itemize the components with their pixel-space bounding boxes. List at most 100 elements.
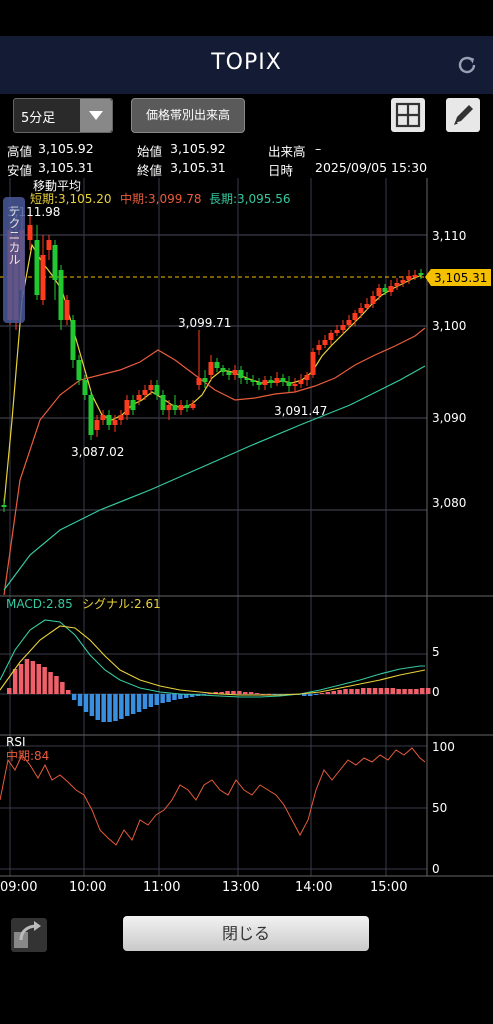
rsi-legend: 中期:84 [6, 748, 49, 763]
macd-histogram-bar [396, 689, 401, 694]
macd-line [0, 619, 425, 698]
candlesticks [1, 215, 424, 512]
macd-histogram-bar [189, 694, 195, 697]
macd-histogram-bar [107, 694, 112, 722]
candle-body [262, 380, 268, 385]
technical-tab-label: テクニカル [7, 205, 21, 265]
candle-body [400, 280, 406, 283]
macd-histogram-bar [178, 694, 183, 699]
candle-body [274, 378, 280, 383]
rsi-tick: 100 [432, 740, 455, 754]
technical-side-tab[interactable]: テクニカル [3, 197, 25, 323]
macd-histogram-bar [66, 690, 71, 694]
macd-histogram-bar [355, 689, 360, 694]
return-arrow-icon [14, 921, 41, 948]
candle-body [160, 395, 166, 410]
macd-histogram-bar [366, 688, 372, 694]
datetime-value: 2025/09/05 15:30 [315, 160, 428, 175]
high-label: 高値 [7, 144, 33, 159]
ma-long-line [3, 365, 426, 591]
time-tick: 15:00 [370, 880, 407, 895]
macd-histogram-bar [414, 689, 419, 694]
macd-histogram-bar [77, 694, 83, 706]
candle-body [406, 276, 412, 280]
candle-body [370, 296, 376, 304]
candle-body [388, 286, 394, 292]
macd-histogram-bar [83, 694, 89, 712]
low-label: 安値 [7, 163, 33, 178]
high-value: 3,105.92 [38, 141, 94, 156]
candle-body [244, 378, 250, 380]
interval-select[interactable]: 5分足 [13, 98, 113, 133]
candle-body [328, 333, 334, 340]
macd-histogram-bar [142, 694, 148, 709]
close-button[interactable]: 閉じる [123, 916, 369, 951]
price-tick: 3,090 [432, 411, 466, 425]
candle-body [184, 405, 190, 408]
signal-legend: シグナル:2.61 [82, 597, 161, 611]
candle-body [382, 288, 388, 292]
candle-body [178, 405, 184, 410]
candle-body [148, 385, 154, 390]
macd-histogram-bar [361, 688, 366, 694]
candle-body [352, 313, 358, 320]
candle-body [136, 395, 142, 400]
volume-value: – [315, 141, 322, 156]
macd-histogram-bar [408, 689, 413, 694]
layout-grid-button[interactable] [391, 98, 425, 132]
draw-button[interactable] [446, 98, 480, 132]
macd-histogram-bar [54, 676, 59, 694]
macd-histogram-bar [331, 691, 336, 694]
macd-histogram-bar [125, 694, 130, 716]
candle-body [190, 404, 196, 408]
ma-title: 移動平均 [33, 179, 81, 193]
volume-profile-button[interactable]: 価格帯別出来高 [131, 98, 245, 133]
current-price-label: 3,105.31 [434, 271, 487, 285]
candle-body [118, 415, 124, 420]
back-button[interactable] [11, 918, 47, 952]
candle-body [226, 372, 232, 375]
candle-body [280, 378, 286, 382]
header-bar: TOPIX [0, 36, 493, 94]
price-tick: 3,080 [432, 496, 466, 510]
candle-body [322, 340, 328, 345]
candle-body [52, 245, 58, 280]
macd-histogram-bar [225, 691, 230, 694]
candle-body [82, 380, 88, 395]
rsi-title: RSI [6, 735, 26, 749]
candle-body [238, 370, 244, 378]
candle-body [27, 225, 33, 240]
interval-value: 5分足 [21, 111, 56, 126]
candle-body [214, 362, 220, 368]
macd-histogram-bar [89, 694, 95, 716]
mid-high-annotation: 3,099.71 [178, 316, 231, 330]
macd-histogram-bar [384, 688, 390, 694]
ma-short-legend: 短期:3,105.20 [30, 192, 111, 206]
candle-body [124, 400, 130, 415]
candle-body [1, 505, 7, 507]
macd-histogram-bar [136, 694, 142, 712]
macd-histogram-bar [119, 694, 124, 719]
status-area [0, 0, 493, 36]
ma-mid-legend: 中期:3,099.78 [120, 191, 201, 206]
refresh-icon[interactable] [455, 53, 479, 77]
candle-body [334, 330, 340, 333]
macd-histogram-bar [30, 661, 36, 694]
macd-histogram-bar [425, 688, 431, 694]
candle-body [196, 378, 202, 385]
candle-body [346, 320, 352, 325]
macd-histogram-bar [372, 688, 378, 694]
open-value: 3,105.92 [170, 141, 226, 156]
time-tick: 09:00 [0, 880, 37, 895]
candle-body [316, 345, 322, 350]
price-chart[interactable]: 移動平均 短期:3,105.20 中期:3,099.78 長期:3,095.56… [0, 178, 493, 896]
candle-body [340, 325, 346, 330]
candle-body [250, 380, 256, 382]
macd-histogram-bar [113, 694, 118, 721]
candle-body [40, 255, 46, 300]
macd-histogram-bar [248, 692, 254, 694]
macd-histogram-bar [420, 688, 425, 694]
candle-body [94, 420, 100, 430]
candle-body [46, 240, 52, 250]
candle-body [256, 382, 262, 385]
